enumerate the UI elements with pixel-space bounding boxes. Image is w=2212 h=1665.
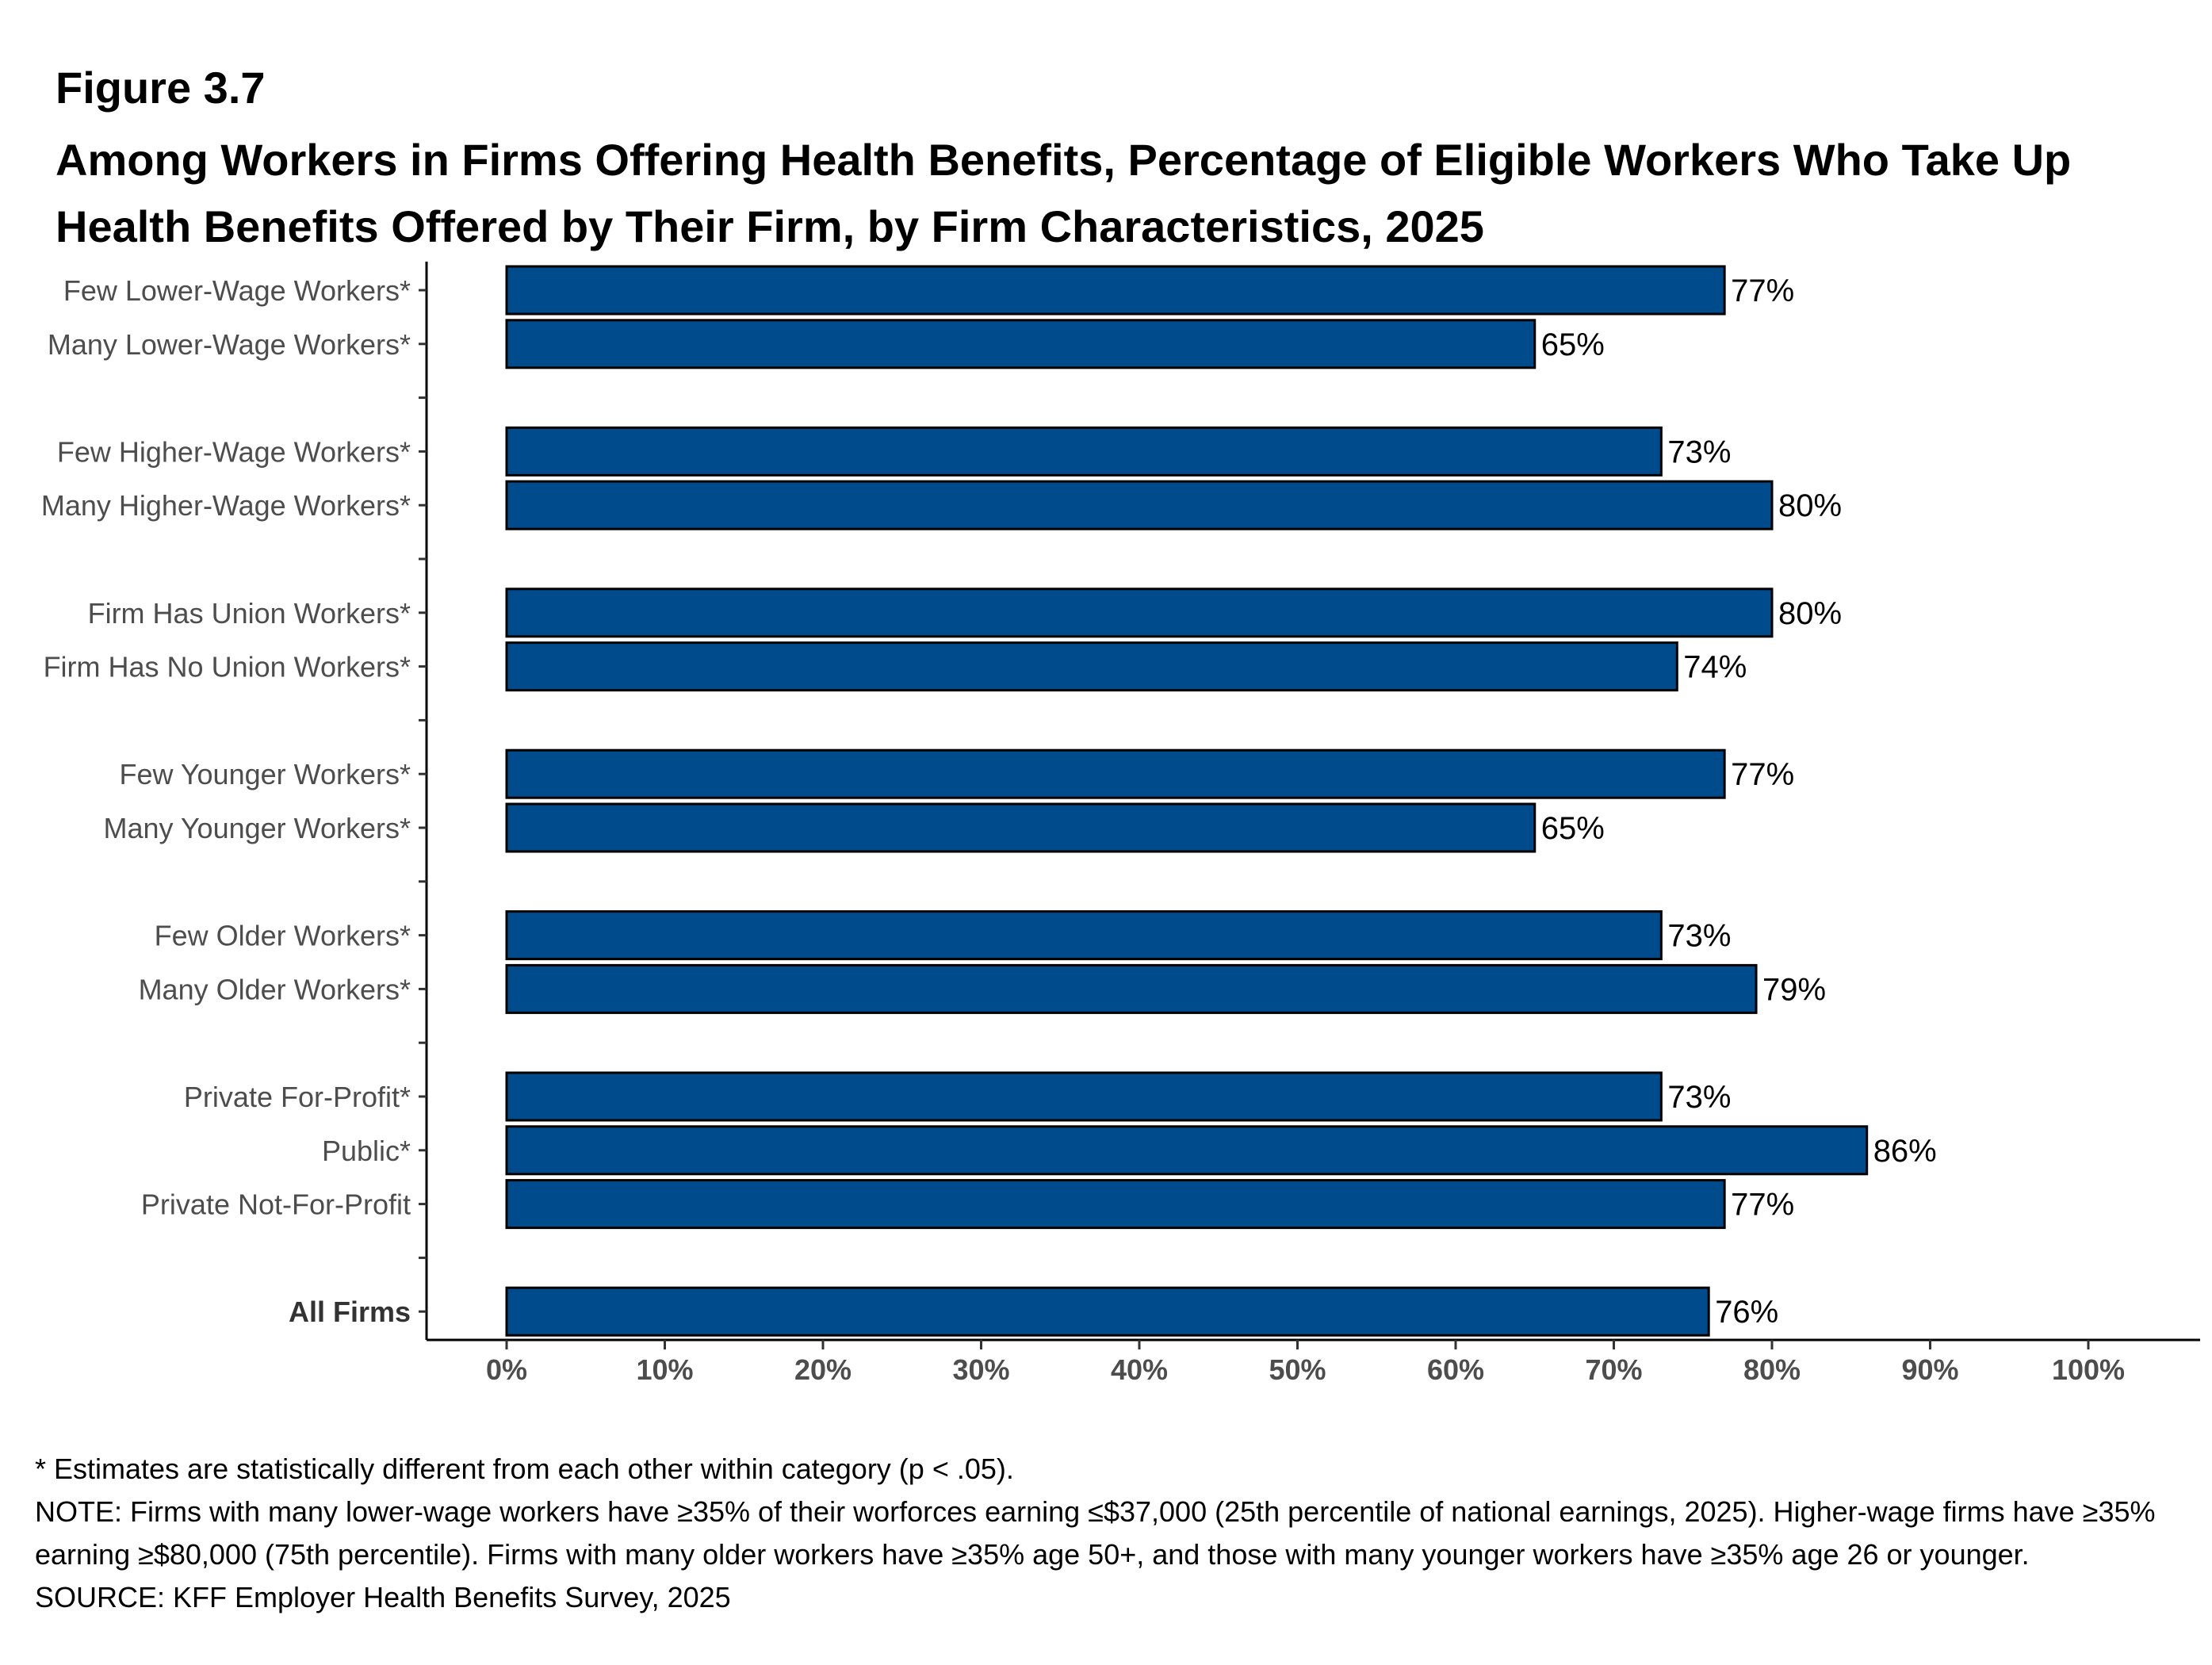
bar <box>505 910 1663 961</box>
x-tick-label: 70% <box>1585 1353 1642 1386</box>
bar-value-label: 77% <box>1731 757 1794 792</box>
x-axis-ticks: 0% 10% 20% 30% 40% 50% 60% 70% 80% 90% 100% <box>486 1340 2125 1386</box>
bar <box>505 265 1726 316</box>
bar-value-label: 79% <box>1762 972 1826 1007</box>
bar-value-label: 65% <box>1541 327 1605 362</box>
category-label: Many Higher-Wage Workers* <box>41 489 411 522</box>
bar-value-label: 77% <box>1731 274 1794 308</box>
bar-value-label: 76% <box>1715 1295 1778 1330</box>
bar-value-label: 74% <box>1683 650 1747 685</box>
x-tick-label: 10% <box>636 1353 693 1386</box>
x-tick-label: 0% <box>486 1353 527 1386</box>
bar <box>505 963 1758 1014</box>
x-tick-label: 80% <box>1743 1353 1801 1386</box>
category-label: Firm Has No Union Workers* <box>44 651 411 683</box>
bar-value-label: 73% <box>1667 1080 1731 1115</box>
bar-value-label: 73% <box>1667 434 1731 469</box>
methodology-note: NOTE: Firms with many lower-wage workers… <box>35 1495 2156 1571</box>
bar <box>505 641 1678 692</box>
figure-label: Figure 3.7 <box>55 63 266 113</box>
bar <box>505 802 1537 853</box>
bar <box>505 319 1537 369</box>
bar <box>505 480 1774 530</box>
category-label: Few Older Workers* <box>155 920 411 952</box>
bar-value-label: 65% <box>1541 811 1605 846</box>
category-label: Few Younger Workers* <box>119 758 411 790</box>
x-tick-label: 30% <box>952 1353 1009 1386</box>
category-label: Public* <box>322 1135 411 1167</box>
bar <box>505 1125 1869 1176</box>
bar-value-label: 80% <box>1778 488 1842 523</box>
category-label: Many Lower-Wage Workers* <box>48 328 411 361</box>
asterisk-note: * Estimates are statistically different … <box>35 1453 1014 1485</box>
category-label: Many Younger Workers* <box>103 812 411 844</box>
x-tick-label: 60% <box>1427 1353 1484 1386</box>
category-label: Private For-Profit* <box>184 1081 411 1113</box>
chart-rows: Few Lower-Wage Workers* 77% Many Lower-Wag… <box>41 265 1937 1337</box>
bar-chart: Few Lower-Wage Workers* 77% Many Lower-Wag… <box>41 262 2200 1386</box>
source-note: SOURCE: KFF Employer Health Benefits Sur… <box>35 1581 731 1613</box>
x-tick-label: 20% <box>794 1353 852 1386</box>
category-label: All Firms <box>289 1296 411 1328</box>
x-tick-label: 50% <box>1269 1353 1326 1386</box>
category-label: Few Lower-Wage Workers* <box>63 274 411 307</box>
bar <box>505 748 1726 799</box>
x-tick-label: 100% <box>2052 1353 2125 1386</box>
bar <box>505 1179 1726 1230</box>
category-label: Private Not-For-Profit <box>141 1188 411 1221</box>
category-label: Few Higher-Wage Workers* <box>57 435 411 468</box>
bar <box>505 1071 1663 1122</box>
chart-notes: * Estimates are statistically different … <box>35 1448 2176 1619</box>
bar-value-label: 77% <box>1731 1188 1794 1223</box>
x-tick-label: 90% <box>1901 1353 1958 1386</box>
bar <box>505 426 1663 477</box>
bar <box>505 1286 1710 1337</box>
bar-value-label: 73% <box>1667 919 1731 954</box>
x-tick-label: 40% <box>1111 1353 1168 1386</box>
bar-value-label: 86% <box>1873 1134 1937 1169</box>
bar-value-label: 80% <box>1778 596 1842 631</box>
bar <box>505 588 1774 638</box>
chart-title: Among Workers in Firms Offering Health B… <box>55 135 2072 251</box>
category-label: Many Older Workers* <box>139 973 411 1005</box>
category-label: Firm Has Union Workers* <box>88 597 411 630</box>
chart-axes <box>425 262 2200 1342</box>
